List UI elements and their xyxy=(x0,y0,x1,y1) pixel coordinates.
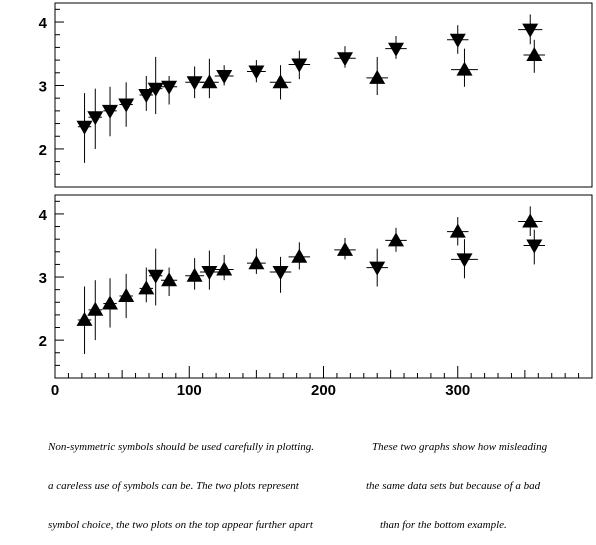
panel-1-series-2-point-4 xyxy=(456,61,473,76)
panel-2-series-2-point-1 xyxy=(147,269,164,284)
panel-2-ytick-label-4: 4 xyxy=(39,207,48,224)
caption-left-line-2: a careless use of symbols can be. The tw… xyxy=(48,480,299,492)
panel-1-series-1-point-15 xyxy=(522,23,539,38)
panel-1-series-1-point-4 xyxy=(118,98,135,113)
chart-figure: 2 3 4 2 3 4 0 100 200 300 xyxy=(39,2,593,399)
caption-left: Non-symmetric symbols should be used car… xyxy=(48,415,314,545)
panel-1-series-1-point-12 xyxy=(337,52,353,67)
panel-1-series-1-point-8 xyxy=(186,76,203,91)
panel-2-series-1-point-11 xyxy=(337,241,353,256)
panel-1-series-1-point-9 xyxy=(216,70,233,84)
panel-1-series-1-point-2 xyxy=(87,111,104,126)
panel-2-series-1-point-9 xyxy=(248,255,265,270)
panel-2-ytick-label-3: 3 xyxy=(39,270,47,287)
panel-2-series-2-point-5 xyxy=(456,253,473,268)
panel-2-series-1-point-4 xyxy=(118,288,135,302)
panel-2-series-1-point-1 xyxy=(76,311,93,326)
panel-1-series-1-point-13 xyxy=(388,42,404,57)
panel-2-series-1-point-10 xyxy=(291,248,308,263)
panel-1-series-1-point-11 xyxy=(291,58,308,73)
panel-2-series-1-point-12 xyxy=(388,232,404,247)
panel-1-series-1-point-5 xyxy=(138,89,155,103)
caption-right-line-2: the same data sets but because of a bad xyxy=(366,480,541,492)
panel-1-series-1-point-3 xyxy=(102,104,118,119)
panel-1-series-1-point-14 xyxy=(449,33,466,48)
panel-2-series-1-point-13 xyxy=(449,223,466,238)
panel-2-series-1-point-3 xyxy=(102,295,118,310)
caption-right-line-1: These two graphs show how misleading xyxy=(372,441,548,453)
panel-1-series-1-point-1 xyxy=(76,120,93,135)
panel-1-series-1-point-10 xyxy=(248,65,265,80)
panel-2-xtick-label-300: 300 xyxy=(445,382,470,399)
panel-1-series-2-point-3 xyxy=(369,69,386,84)
panel-1-series-1-point-7 xyxy=(161,80,178,95)
panel-2-series-1-point-5 xyxy=(138,280,155,295)
caption-right: These two graphs show how misleading the… xyxy=(366,415,547,545)
panel-2-series-2-point-2 xyxy=(201,266,218,280)
caption-right-line-3: than for the bottom example. xyxy=(380,519,507,531)
panel-2-series-2-point-6 xyxy=(526,239,543,254)
panel-2-series-1-point-6 xyxy=(161,272,178,287)
panel-2-series-1-point-14 xyxy=(522,213,539,228)
panel-2-xtick-label-0: 0 xyxy=(51,382,59,399)
panel-1-series-1-point-6 xyxy=(147,82,164,97)
panel-2-series-1-point-2 xyxy=(87,301,104,316)
panel-1-frame xyxy=(54,2,593,188)
caption-left-line-1: Non-symmetric symbols should be used car… xyxy=(48,441,315,453)
panel-2-xtick-label-200: 200 xyxy=(311,382,336,399)
panel-1-ytick-label-2: 2 xyxy=(39,142,47,159)
panel-1-ytick-label-4: 4 xyxy=(39,15,48,32)
panel-1-series-2-point-5 xyxy=(526,47,543,61)
panel-1-series-2-point-1 xyxy=(201,74,218,89)
panel-2-series-1-point-7 xyxy=(186,267,203,282)
panel-2-frame xyxy=(54,194,593,379)
panel-2-series-2-point-3 xyxy=(272,266,289,280)
panel-2-xtick-label-100: 100 xyxy=(177,382,202,399)
panel-1-series-2-point-2 xyxy=(272,74,289,89)
panel-2-series-1-point-8 xyxy=(216,261,233,276)
panel-2-series-2-point-4 xyxy=(369,261,386,276)
caption-left-line-3: symbol choice, the two plots on the top … xyxy=(48,519,313,531)
panel-2-ytick-label-2: 2 xyxy=(39,333,47,350)
panel-1-ytick-label-3: 3 xyxy=(39,78,47,95)
